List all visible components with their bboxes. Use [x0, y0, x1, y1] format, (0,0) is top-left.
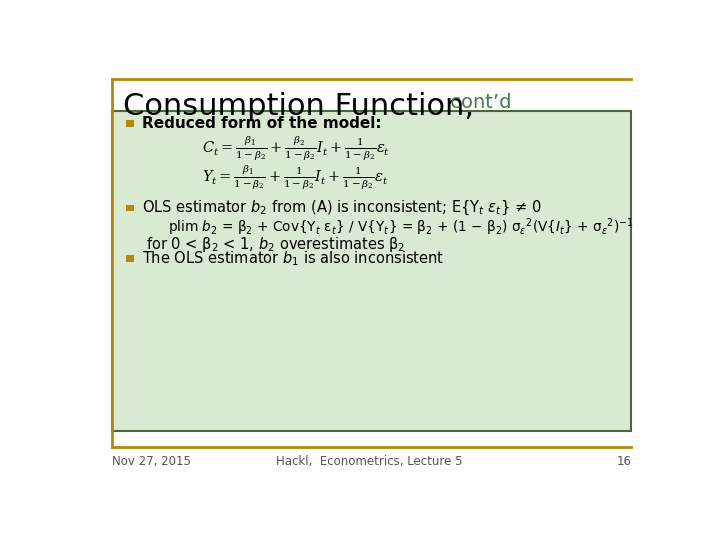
FancyBboxPatch shape: [112, 111, 631, 431]
Bar: [126, 205, 133, 211]
Text: Nov 27, 2015: Nov 27, 2015: [112, 455, 192, 468]
Text: plim $b_2$ = β$_2$ + Cov{Y$_t$ ε$_t$} / V{Y$_t$} = β$_2$ + (1 − β$_2$) σ$_\varep: plim $b_2$ = β$_2$ + Cov{Y$_t$ ε$_t$} / …: [168, 216, 634, 238]
Text: Hackl,  Econometrics, Lecture 5: Hackl, Econometrics, Lecture 5: [276, 455, 462, 468]
Bar: [126, 120, 133, 127]
Bar: [126, 255, 133, 262]
Text: OLS estimator $b_2$ from (A) is inconsistent; E{Y$_t$ $\varepsilon_t$} ≠ 0: OLS estimator $b_2$ from (A) is inconsis…: [142, 199, 541, 217]
Text: Reduced form of the model:: Reduced form of the model:: [142, 116, 382, 131]
Text: for 0 < β$_2$ < 1, $b_2$ overestimates β$_2$: for 0 < β$_2$ < 1, $b_2$ overestimates β…: [145, 235, 405, 254]
Text: $Y_t = \frac{\beta_1}{1-\beta_2} + \frac{1}{1-\beta_2}I_t + \frac{1}{1-\beta_2}\: $Y_t = \frac{\beta_1}{1-\beta_2} + \frac…: [202, 163, 388, 191]
Text: 16: 16: [616, 455, 631, 468]
Text: The OLS estimator $b_1$ is also inconsistent: The OLS estimator $b_1$ is also inconsis…: [142, 249, 444, 268]
Text: Consumption Function,: Consumption Function,: [124, 92, 474, 121]
Text: $C_t = \frac{\beta_1}{1-\beta_2} + \frac{\beta_2}{1-\beta_2}I_t + \frac{1}{1-\be: $C_t = \frac{\beta_1}{1-\beta_2} + \frac…: [202, 134, 390, 162]
Text: cont’d: cont’d: [444, 93, 512, 112]
